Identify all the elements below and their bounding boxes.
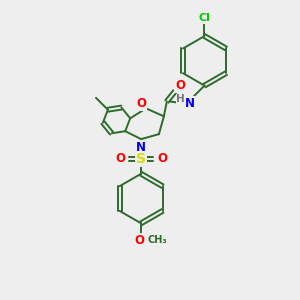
Text: Cl: Cl [199, 13, 210, 23]
Text: O: O [157, 152, 167, 165]
Text: H: H [176, 94, 185, 104]
Text: O: O [176, 79, 186, 92]
Text: O: O [115, 152, 125, 165]
Text: CH₃: CH₃ [147, 235, 167, 245]
Text: O: O [134, 234, 144, 247]
Text: N: N [136, 140, 146, 154]
Text: N: N [184, 97, 195, 110]
Text: O: O [136, 97, 146, 110]
Text: S: S [136, 152, 146, 166]
